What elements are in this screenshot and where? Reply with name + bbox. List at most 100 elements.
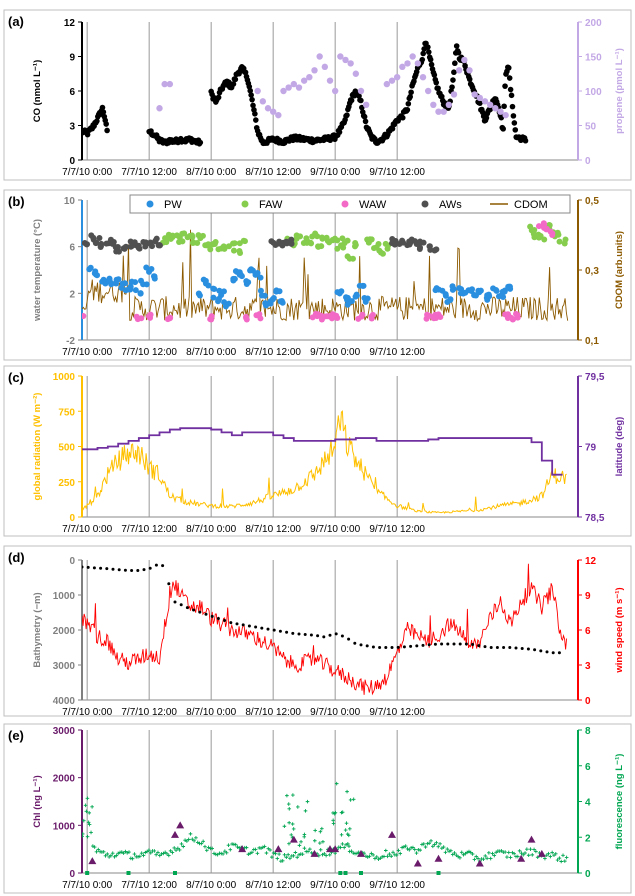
propene-point: [393, 74, 401, 81]
bathymetry-point: [520, 646, 524, 650]
fluorescence-point: [481, 857, 486, 861]
bathymetry-point: [123, 568, 127, 572]
x-tick-label: 7/7/10 12:00: [121, 347, 177, 358]
co-point: [248, 92, 254, 98]
fluorescence-point: [264, 851, 269, 855]
co-point: [253, 117, 259, 123]
x-tick-label: 8/7/10 0:00: [186, 347, 236, 358]
fluorescence-point: [345, 789, 349, 794]
fluorescence-point: [487, 850, 491, 855]
bathymetry-point: [130, 569, 134, 572]
faw-point: [562, 236, 569, 243]
pw-point: [196, 291, 203, 298]
fluorescence-point: [87, 811, 92, 815]
x-tick-label: 8/7/10 0:00: [186, 167, 236, 178]
fluorescence-point: [544, 853, 549, 858]
propene-point: [424, 87, 432, 95]
bathymetry-point: [452, 642, 456, 646]
waw-point: [166, 315, 173, 322]
propene-point: [254, 87, 261, 95]
propene-point: [331, 87, 339, 95]
fluorescence-point: [485, 856, 489, 861]
faw-point: [556, 238, 563, 245]
fluorescence-point: [119, 850, 124, 854]
panel-frame: [3, 723, 632, 894]
fluorescence-point: [313, 828, 317, 833]
fluorescence-point: [327, 853, 332, 857]
y-tick-label: 3000: [53, 726, 76, 737]
fluorescence-point: [165, 851, 169, 856]
aws-point: [417, 238, 424, 245]
bathymetry-point: [464, 642, 468, 646]
legend-label: AWs: [439, 199, 462, 211]
pw-point: [276, 288, 283, 295]
y2-tick-label: 3: [585, 661, 591, 672]
bathymetry-point: [390, 646, 394, 649]
fluorescence-point: [194, 835, 198, 840]
bathymetry-point: [272, 628, 276, 632]
faw-point: [221, 244, 228, 251]
fluorescence-point: [85, 796, 90, 801]
waw-point: [359, 311, 366, 318]
fluorescence-point: [152, 849, 157, 853]
pw-point: [143, 281, 150, 288]
fluorescence-point: [89, 830, 93, 835]
fluorescence-point: [90, 805, 94, 809]
fluorescence-point: [394, 853, 399, 857]
fluorescence-point: [378, 856, 383, 861]
fluorescence-point: [212, 851, 216, 856]
faw-point: [541, 236, 548, 243]
fluorescence-point: [110, 851, 115, 855]
aws-point: [90, 234, 97, 241]
fluorescence-point: [530, 853, 535, 857]
aws-point: [83, 241, 90, 248]
plot-area: [82, 220, 569, 323]
y-tick-label: 12: [64, 18, 76, 29]
fluorescence-point: [306, 849, 310, 854]
fluorescence-point: [92, 845, 97, 849]
fluorescence-point: [506, 850, 511, 855]
y-tick-label: 6: [69, 87, 75, 98]
aws-point: [279, 242, 286, 249]
fluorescence-point: [161, 851, 166, 856]
fluorescence-point: [291, 853, 296, 858]
fluorescence-point: [188, 832, 193, 836]
waw-point: [514, 312, 521, 319]
faw-point: [329, 236, 336, 243]
co-point: [449, 84, 455, 90]
bathymetry-point: [471, 643, 475, 647]
fluorescence-point: [447, 849, 451, 854]
fluorescence-point: [226, 843, 231, 847]
fluorescence-point: [351, 851, 356, 855]
fluorescence-point: [369, 851, 374, 856]
bathymetry-point: [477, 644, 481, 648]
legend-label: FAW: [259, 199, 283, 211]
bathymetry-point: [254, 625, 258, 629]
bathymetry-point: [173, 600, 177, 604]
co-point: [522, 137, 529, 144]
fluorescence-point: [204, 848, 209, 853]
co-point: [477, 100, 483, 106]
propene-point: [326, 77, 334, 84]
panel-label: (d): [8, 550, 25, 565]
y-tick-label: 6: [69, 243, 75, 254]
chl-point: [310, 849, 319, 857]
fluorescence-point: [552, 853, 556, 857]
bathymetry-point: [309, 633, 313, 637]
y-axis-title: CO (nmol L⁻¹): [32, 60, 43, 123]
y2-axis-title: latitude (deg): [614, 417, 625, 477]
fluorescence-point: [255, 851, 260, 856]
pw-point: [205, 282, 212, 289]
y2-tick-label: 200: [585, 18, 602, 29]
fluorescence-point: [322, 852, 327, 856]
fluorescence-point: [107, 855, 111, 859]
fluorescence-point: [318, 841, 322, 845]
y2-tick-label: 8: [585, 726, 591, 737]
faw-point: [344, 237, 351, 244]
fluorescence-point: [400, 845, 404, 850]
co-point: [404, 107, 411, 113]
fluorescence-point: [82, 832, 85, 836]
co-point: [399, 114, 406, 121]
pw-point: [236, 271, 243, 278]
